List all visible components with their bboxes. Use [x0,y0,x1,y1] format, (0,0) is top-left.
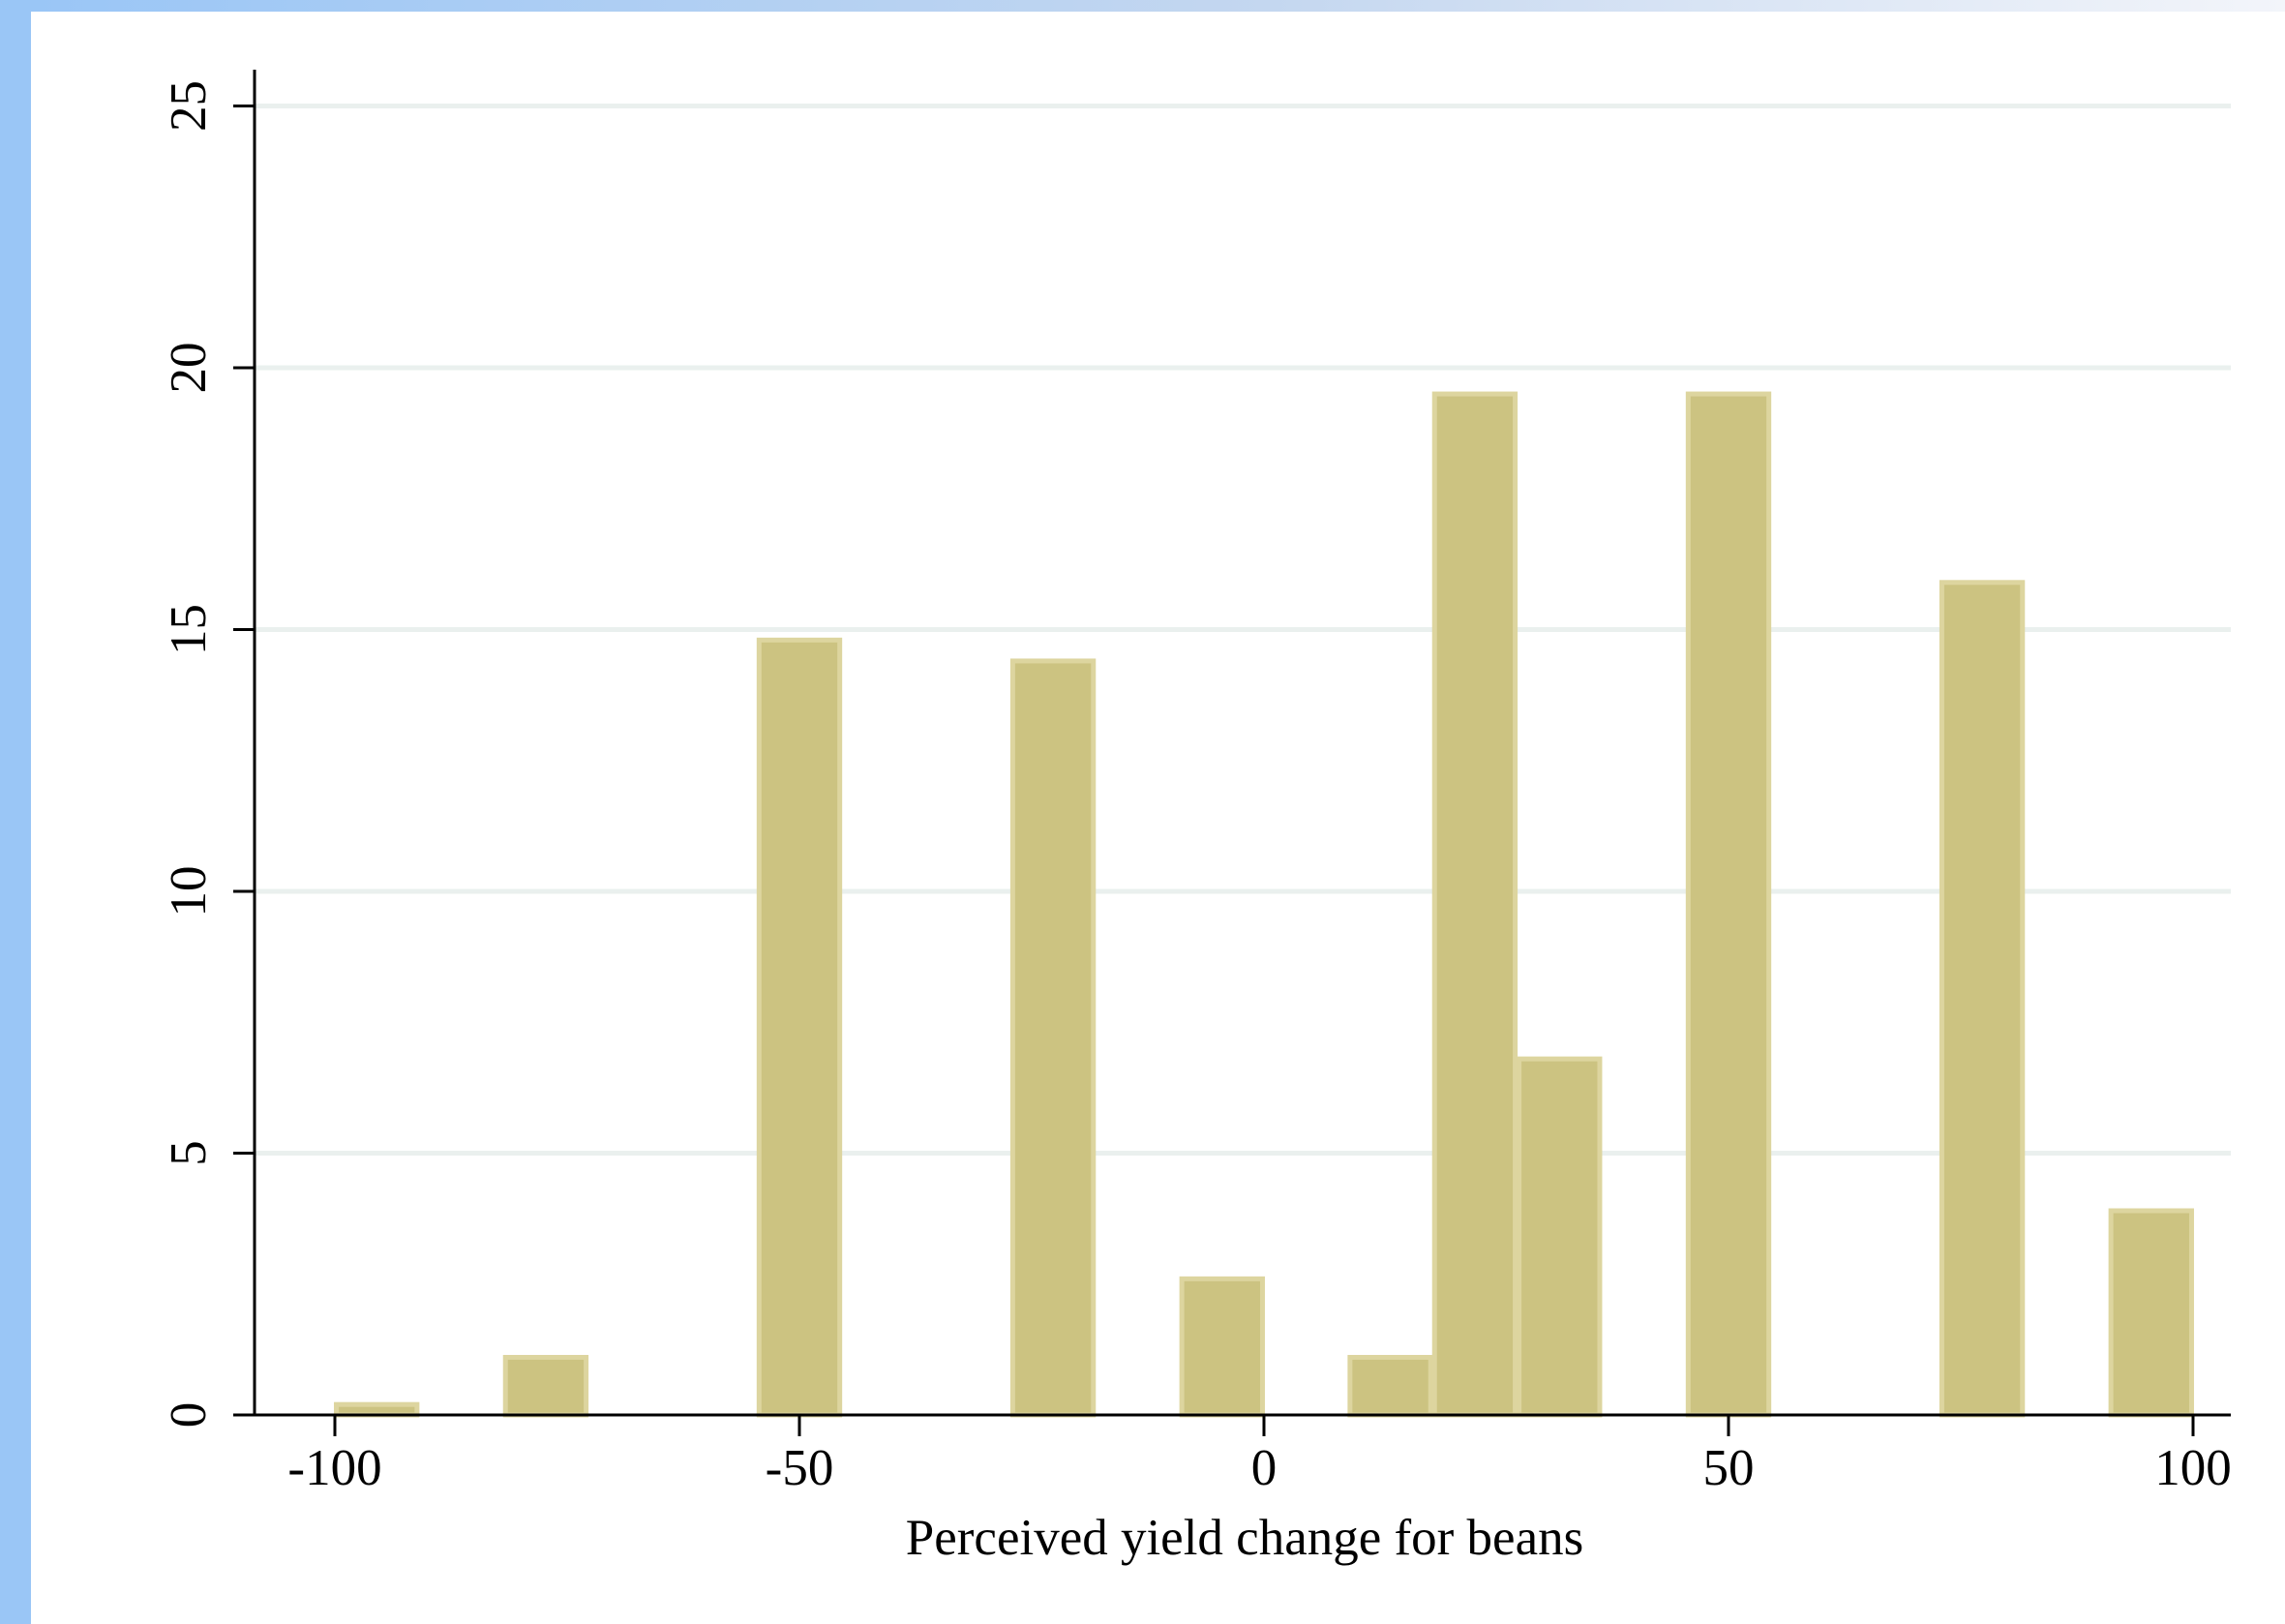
bar [1179,1276,1265,1418]
x-tick-label: 100 [2154,1440,2232,1496]
bar [756,637,843,1418]
bar [1009,658,1097,1418]
frame-top-bar [31,0,2285,12]
bar [1685,391,1772,1418]
bar [1431,391,1518,1418]
x-tick-label: -100 [287,1440,381,1496]
bar [334,1401,420,1418]
bar [1939,580,2026,1418]
y-tick-label: 20 [161,343,217,394]
bar [1347,1354,1433,1418]
grid-lines [255,104,2231,1156]
x-axis-title: Perceived yield change for beans [906,1510,1583,1566]
y-tick-label: 5 [161,1140,217,1166]
x-tick-label: 0 [1251,1440,1278,1496]
y-tick-label: 10 [161,866,217,917]
y-tick-label: 25 [161,80,217,132]
bars [334,391,2194,1418]
ticks: -100 -50 0 50 100 0 5 10 15 20 25 [161,80,2232,1496]
axes [253,70,2231,1417]
x-tick-label: -50 [766,1440,834,1496]
y-tick-label: 0 [161,1402,217,1429]
x-tick-label: 50 [1703,1440,1755,1496]
y-tick-label: 15 [161,604,217,655]
frame-left-bar [0,0,31,1624]
bar [2108,1208,2194,1418]
bar [1517,1056,1603,1418]
bar [502,1354,589,1418]
